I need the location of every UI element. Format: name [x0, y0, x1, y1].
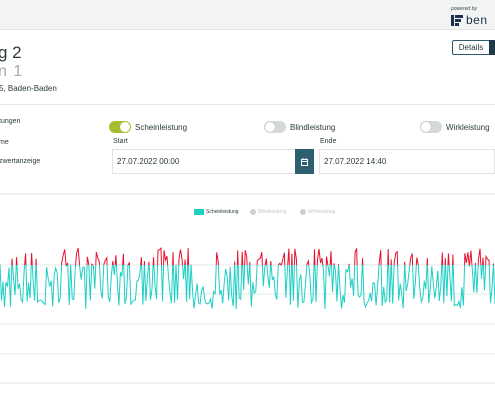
- legend-label: Wirkleistung: [308, 209, 336, 215]
- powered-by-label: powered by: [451, 6, 477, 12]
- limit-display-label: zwertanzeige: [0, 158, 41, 165]
- company-logo[interactable]: ben: [451, 13, 488, 27]
- calendar-icon: [301, 157, 308, 166]
- page-title: g 2: [0, 43, 22, 62]
- logo-text: ben: [466, 13, 488, 27]
- measurements-label: tungen: [0, 118, 21, 125]
- start-date-input[interactable]: 27.07.2022 00:00: [112, 149, 296, 174]
- legend-item-blindleistung[interactable]: Blindleistung: [250, 209, 286, 215]
- legend-label: Blindleistung: [258, 209, 287, 215]
- top-bar: powered by ben: [0, 0, 495, 30]
- logo-mark-icon: [451, 14, 463, 26]
- legend-item-scheinleistung[interactable]: Scheinleistung: [194, 209, 239, 215]
- series-line-scheinleistung: [0, 265, 495, 310]
- divider: [0, 193, 495, 195]
- legend-swatch: [194, 209, 204, 215]
- legend-label: Scheinleistung: [206, 209, 239, 215]
- power-chart: [0, 246, 495, 384]
- divider: [0, 104, 495, 105]
- toggle-label-wirkleistung: Wirkleistung: [446, 123, 490, 132]
- calendar-button[interactable]: [295, 149, 314, 174]
- end-label: Ende: [320, 138, 337, 145]
- toggle-blindleistung[interactable]: [264, 121, 286, 133]
- legend-item-wirkleistung[interactable]: Wirkleistung: [300, 209, 335, 215]
- toggle-label-scheinleistung: Scheinleistung: [135, 123, 188, 132]
- legend-swatch: [250, 209, 256, 215]
- toggle-wirkleistung[interactable]: [420, 121, 442, 133]
- series-line-above-limit: [0, 246, 495, 265]
- timeframe-label: me: [0, 139, 9, 146]
- details-button[interactable]: Details: [452, 40, 489, 55]
- start-label: Start: [113, 138, 128, 145]
- details-toggle-segment[interactable]: [489, 40, 495, 55]
- location-address: 5, Baden-Baden: [0, 84, 57, 93]
- end-date-input[interactable]: 27.07.2022 14:40: [319, 149, 495, 174]
- toggle-label-blindleistung: Blindleistung: [290, 123, 336, 132]
- page-subtitle: n 1: [0, 63, 24, 80]
- toggle-scheinleistung[interactable]: [109, 121, 131, 133]
- legend-swatch: [300, 209, 306, 215]
